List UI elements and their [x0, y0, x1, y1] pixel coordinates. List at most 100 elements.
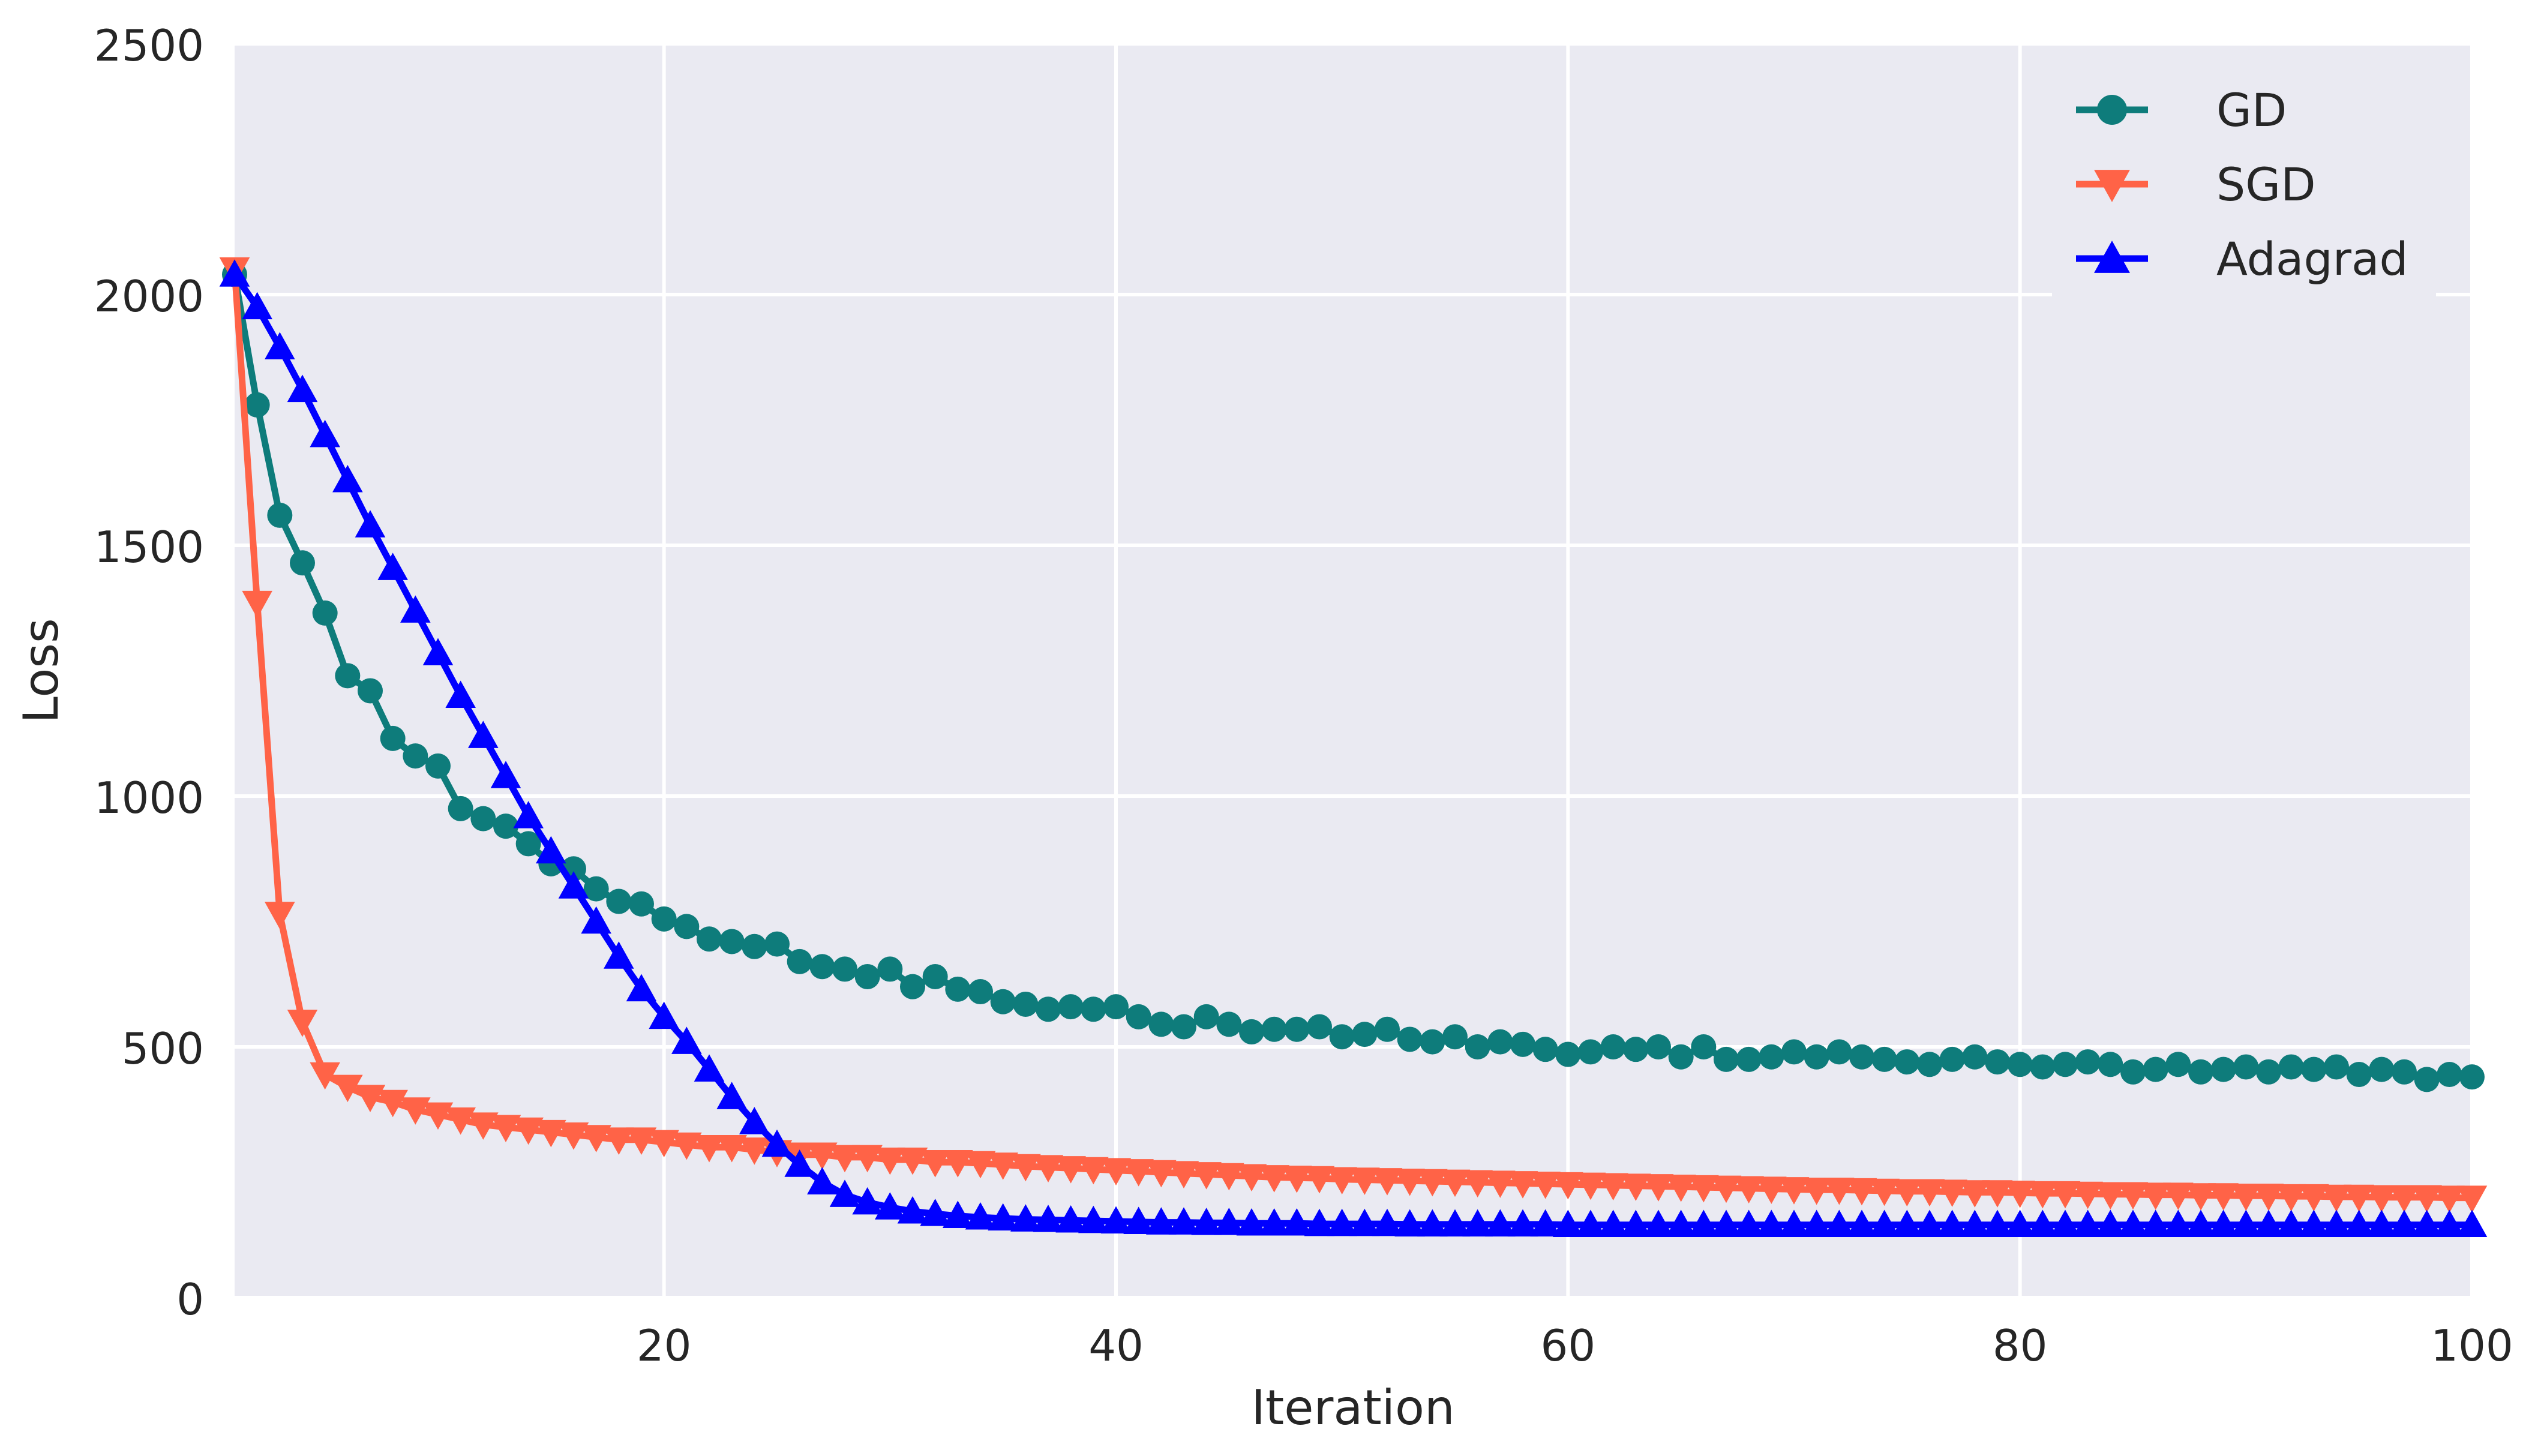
data-point — [943, 1150, 973, 1178]
data-point — [267, 502, 293, 528]
data-point — [1510, 1031, 1535, 1057]
data-point — [875, 1192, 905, 1220]
data-point — [1914, 1179, 1945, 1207]
data-point — [1937, 1209, 1967, 1238]
y-tick-label: 500 — [122, 1023, 204, 1074]
data-point — [1621, 1209, 1651, 1238]
data-point — [1442, 1024, 1468, 1050]
data-point — [1530, 1209, 1561, 1237]
data-point — [764, 931, 790, 957]
data-point — [1937, 1179, 1967, 1207]
legend: GD SGD Adagrad — [2052, 78, 2436, 300]
data-point — [2030, 1054, 2056, 1080]
data-point — [1148, 1011, 1174, 1037]
data-point — [1668, 1044, 1694, 1070]
data-point — [1487, 1029, 1513, 1055]
data-point — [2140, 1209, 2171, 1238]
data-point — [604, 941, 634, 969]
data-point — [1553, 1209, 1583, 1238]
data-point — [2072, 1209, 2103, 1238]
data-point — [1036, 996, 1061, 1022]
data-point — [920, 1199, 950, 1226]
data-point — [2188, 1059, 2213, 1085]
data-point — [310, 1062, 340, 1090]
data-point — [2299, 1184, 2329, 1212]
data-point — [1575, 1209, 1606, 1238]
data-point — [1146, 1160, 1177, 1188]
data-point — [1420, 1029, 1445, 1055]
data-point — [1643, 1174, 1674, 1202]
data-point — [787, 948, 812, 974]
data-point — [470, 806, 496, 831]
data-point — [2210, 1056, 2236, 1082]
data-point — [1417, 1209, 1448, 1237]
data-point — [1756, 1176, 1787, 1204]
data-point — [425, 753, 451, 779]
data-point — [988, 1152, 1018, 1180]
data-point — [1193, 1004, 1219, 1029]
data-point — [875, 1147, 905, 1175]
data-point — [1894, 1049, 1920, 1075]
data-point — [2163, 1182, 2194, 1210]
data-point — [377, 553, 408, 580]
data-point — [1282, 1208, 1312, 1236]
data-point — [1982, 1180, 2013, 1208]
data-point — [2005, 1209, 2035, 1238]
data-point — [1555, 1041, 1581, 1067]
data-point — [1103, 994, 1129, 1020]
data-point — [719, 929, 745, 954]
data-point — [1168, 1161, 1199, 1188]
x-tick-label: 60 — [1541, 1320, 1596, 1371]
legend-marker — [2097, 95, 2127, 125]
data-point — [626, 1127, 657, 1155]
data-point — [2185, 1183, 2216, 1211]
data-point — [1575, 1172, 1606, 1200]
data-point — [2165, 1052, 2191, 1077]
tick-labels: 0 500 1000 1500 2000 2500 20 40 60 80 100 — [94, 20, 2513, 1371]
data-point — [287, 1009, 318, 1037]
data-point — [468, 1112, 499, 1140]
data-point — [1871, 1046, 1897, 1072]
data-point — [716, 1082, 747, 1109]
data-point — [1600, 1034, 1626, 1059]
legend-label: GD — [2216, 83, 2287, 137]
data-point — [335, 663, 361, 689]
data-point — [2231, 1209, 2261, 1238]
data-point — [1781, 1039, 1807, 1065]
data-point — [1236, 1164, 1267, 1191]
data-point — [1756, 1209, 1787, 1238]
legend-label: Adagrad — [2216, 232, 2408, 286]
data-point — [742, 933, 767, 959]
data-point — [2117, 1209, 2149, 1238]
data-point — [1081, 996, 1106, 1022]
data-point — [377, 1089, 408, 1118]
data-point — [2072, 1181, 2103, 1209]
data-point — [581, 1125, 611, 1152]
data-point — [1759, 1044, 1784, 1070]
data-point — [1711, 1209, 1742, 1238]
data-point — [1801, 1178, 1832, 1205]
data-point — [2299, 1209, 2329, 1238]
data-point — [1801, 1209, 1832, 1238]
data-point — [2434, 1185, 2465, 1213]
data-point — [290, 550, 315, 576]
data-point — [400, 1097, 431, 1125]
data-point — [1623, 1037, 1649, 1062]
legend-label: SGD — [2216, 158, 2316, 211]
data-point — [852, 1187, 883, 1215]
data-point — [1869, 1178, 1900, 1206]
data-point — [1100, 1158, 1132, 1185]
data-point — [1191, 1208, 1222, 1235]
data-point — [1013, 991, 1039, 1017]
data-point — [1869, 1209, 1900, 1238]
data-point — [1259, 1165, 1289, 1193]
data-point — [1417, 1169, 1448, 1197]
y-tick-label: 1000 — [94, 773, 204, 823]
data-point — [897, 1196, 928, 1224]
data-point — [671, 1026, 702, 1054]
data-point — [312, 600, 338, 626]
data-point — [2456, 1185, 2488, 1213]
data-point — [897, 1147, 928, 1175]
data-point — [1778, 1209, 1810, 1238]
